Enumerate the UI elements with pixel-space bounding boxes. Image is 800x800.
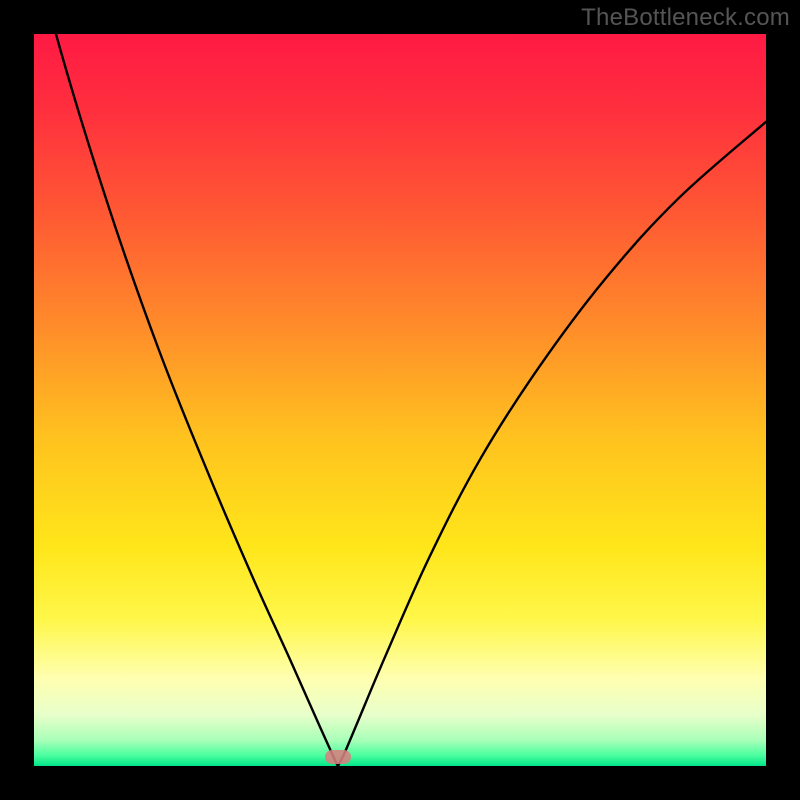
watermark-text: TheBottleneck.com [581, 4, 790, 32]
bottleneck-curve [34, 34, 766, 766]
chart-frame: TheBottleneck.com [0, 0, 800, 800]
plot-area [34, 34, 766, 766]
optimal-point-marker [325, 750, 351, 764]
